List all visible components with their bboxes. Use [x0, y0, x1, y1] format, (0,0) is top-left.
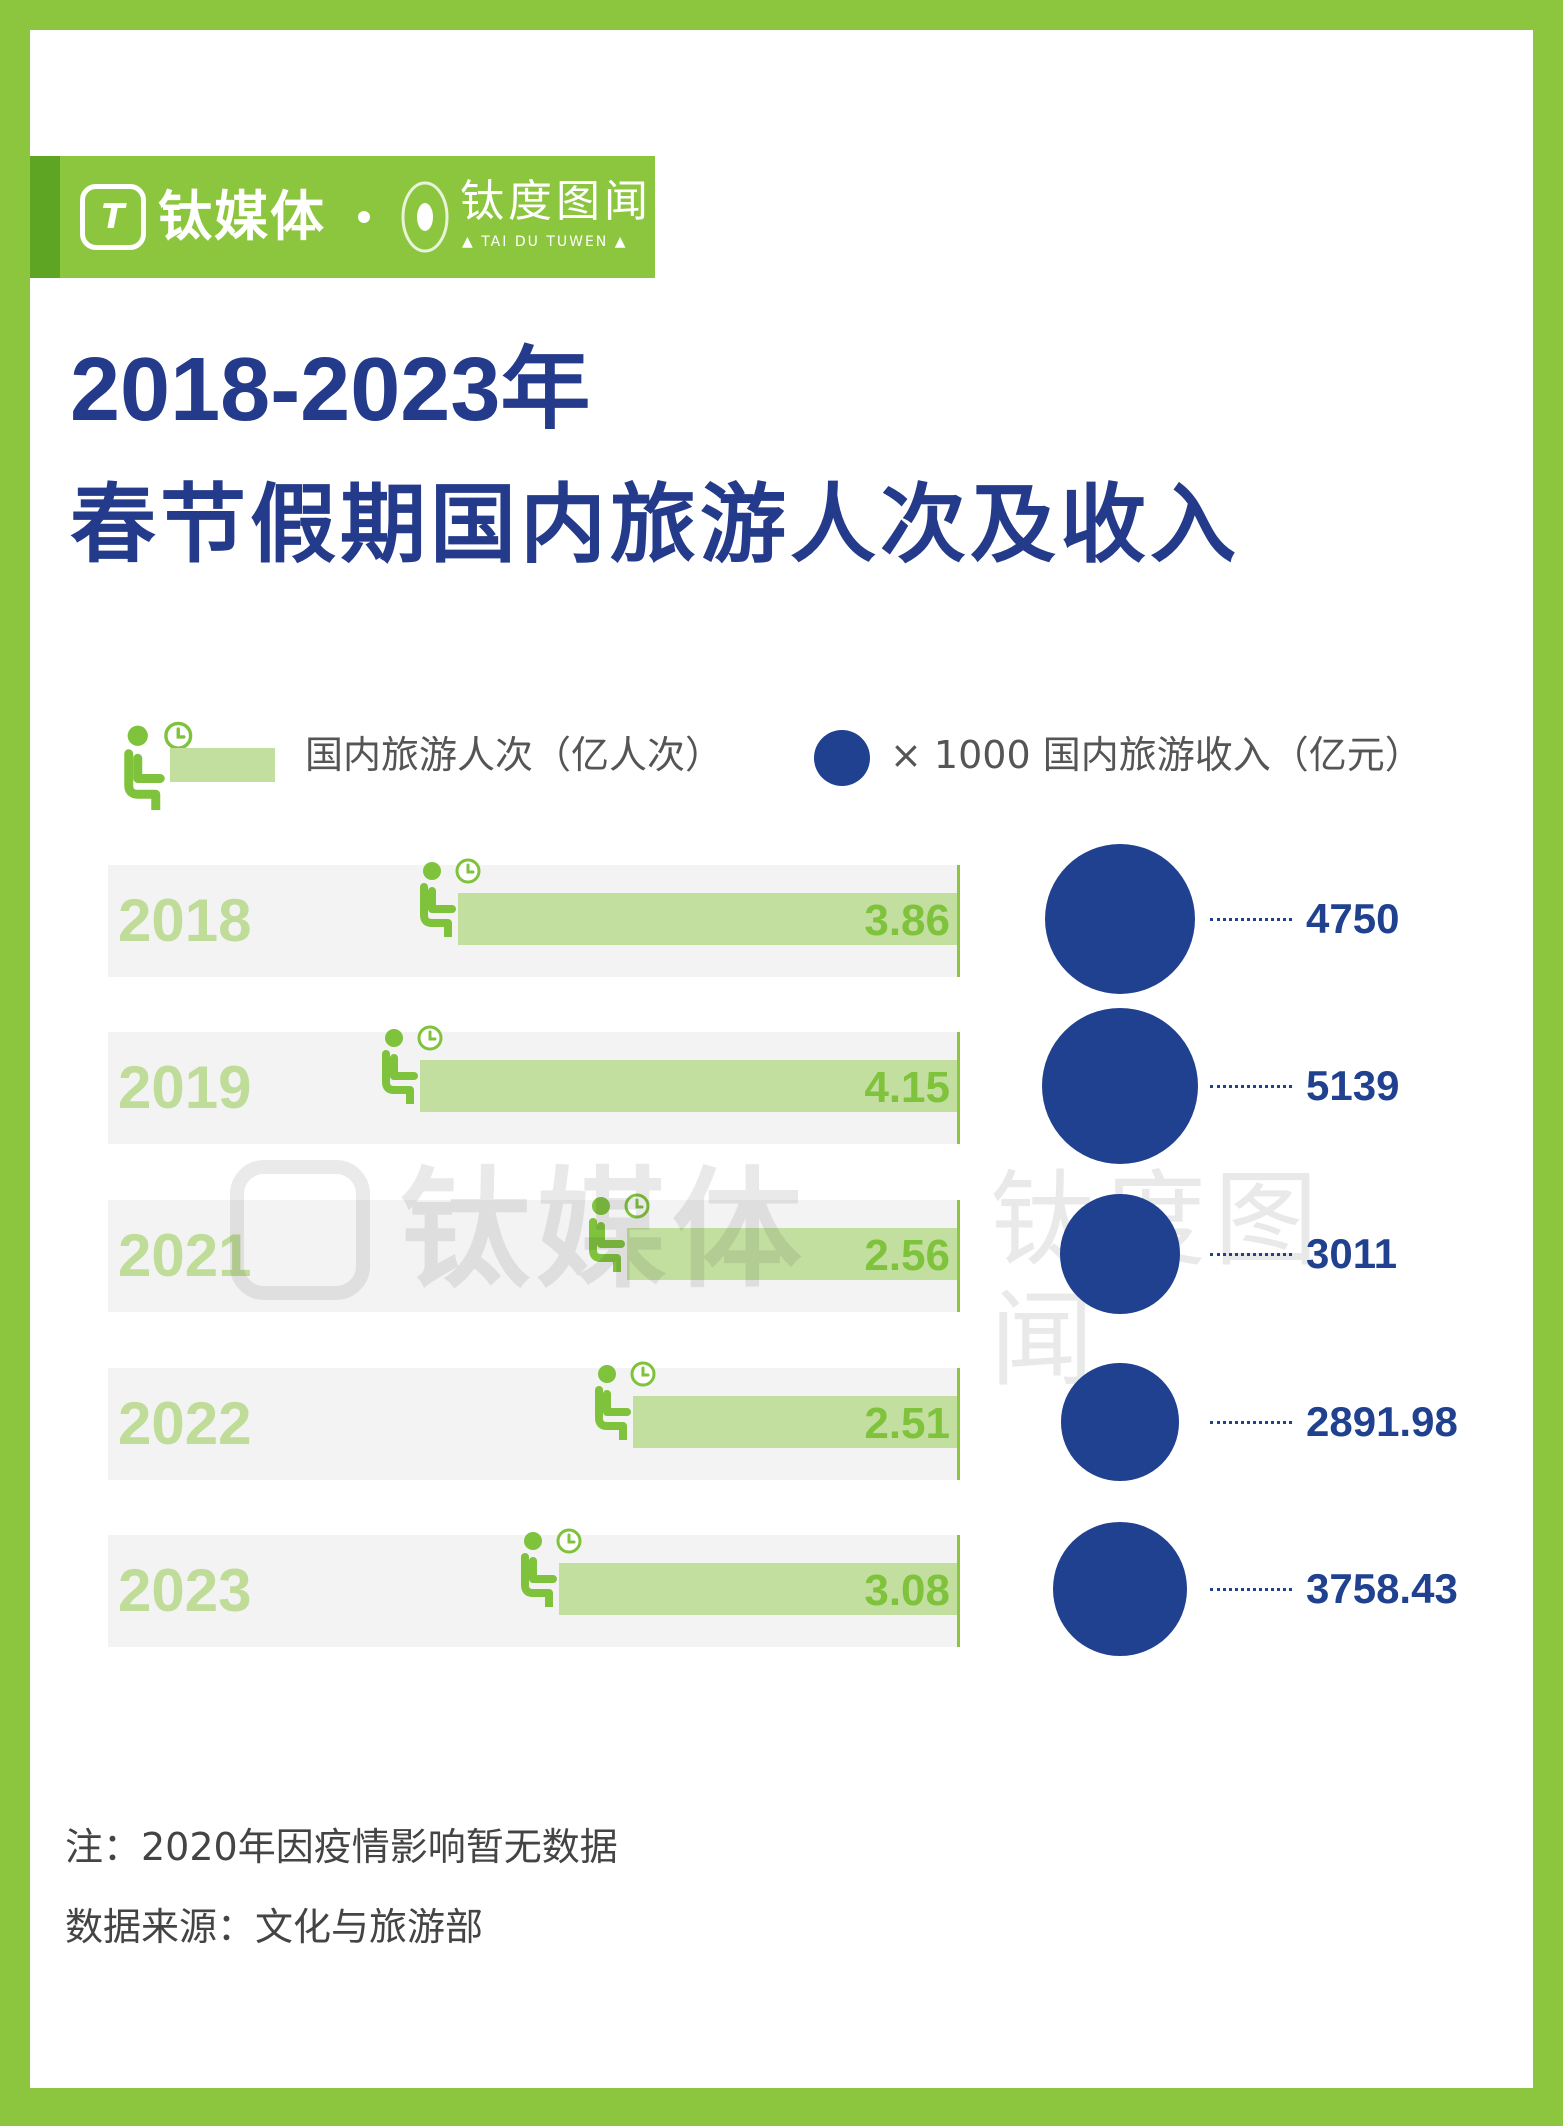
- data-source: 数据来源：文化与旅游部: [65, 1905, 484, 1949]
- chart-row-2018: 2018 3.86: [108, 858, 960, 977]
- seated-person-clock-icon: [419, 858, 481, 937]
- brand-header: T 钛媒体 钛度图闻 ▲ TAI DU TUWEN ▲: [30, 156, 655, 278]
- chart-legend: 国内旅游人次（亿人次） × 1000 国内旅游收入（亿元）: [30, 720, 1533, 810]
- revenue-value-2022: 2891.98: [1306, 1398, 1458, 1445]
- tmt-logo-icon: T: [80, 184, 146, 250]
- leader-line: [1210, 1085, 1292, 1088]
- revenue-bubble-2019: [1042, 1008, 1198, 1164]
- visitors-value-2022: 2.51: [864, 1399, 950, 1448]
- chart-row-2023: 2023 3.08: [108, 1528, 960, 1647]
- revenue-value-2021: 3011: [1306, 1230, 1398, 1277]
- bar-end-line: [957, 1032, 960, 1144]
- brand-separator-dot: [358, 211, 370, 223]
- year-label-2023: 2023: [118, 1557, 252, 1624]
- seated-person-clock-icon: [124, 721, 193, 810]
- leader-line: [1210, 918, 1292, 921]
- year-label-2018: 2018: [118, 887, 252, 954]
- bar-end-line: [957, 865, 960, 977]
- year-label-2019: 2019: [118, 1054, 252, 1121]
- revenue-value-2018: 4750: [1306, 895, 1400, 942]
- watermark-partner-name: 钛度图闻: [990, 1159, 1327, 1401]
- revenue-bubble-2021: [1060, 1194, 1180, 1314]
- seated-person-clock-icon: [382, 1025, 443, 1104]
- visitors-bar-2022: [633, 1396, 960, 1448]
- legend-visitors-label: 国内旅游人次（亿人次）: [305, 733, 724, 777]
- bar-end-line: [957, 1200, 960, 1312]
- leader-line: [1210, 1253, 1292, 1256]
- leader-line: [1210, 1588, 1292, 1591]
- logo-glyph: T: [101, 197, 125, 237]
- infographic-frame: T 钛媒体 钛度图闻 ▲ TAI DU TUWEN ▲ 2018-2023年 春…: [30, 30, 1533, 2088]
- visitors-value-2023: 3.08: [864, 1566, 950, 1615]
- chart-row-2019: 2019 4.15: [108, 1025, 960, 1144]
- taidu-eye-icon: [401, 181, 449, 253]
- seated-person-clock-icon: [588, 1193, 650, 1272]
- chart-row-2022: 2022 2.51: [108, 1361, 960, 1480]
- year-label-2022: 2022: [118, 1390, 252, 1457]
- revenue-bubble-2018: [1045, 844, 1195, 994]
- revenue-value-2019: 5139: [1306, 1062, 1400, 1109]
- legend-circle-swatch: [814, 730, 870, 786]
- visitors-bar-2023: [559, 1563, 960, 1615]
- revenue-bubble-2022: [1061, 1363, 1179, 1481]
- revenue-value-2023: 3758.43: [1306, 1565, 1458, 1612]
- visitors-value-2018: 3.86: [864, 896, 950, 945]
- chart-row-2021: 2021 2.56: [108, 1193, 960, 1312]
- visitors-value-2021: 2.56: [864, 1231, 950, 1280]
- visitors-bar-2018: [457, 893, 960, 945]
- revenue-bubble-2023: [1053, 1522, 1187, 1656]
- chart-title-line1: 2018-2023年: [70, 340, 591, 440]
- visitors-value-2019: 4.15: [864, 1063, 950, 1112]
- leader-line: [1210, 1421, 1292, 1424]
- partner-subtitle: ▲ TAI DU TUWEN ▲: [462, 234, 628, 250]
- seated-person-clock-icon: [595, 1361, 656, 1440]
- brand-bar-edge: [30, 156, 60, 278]
- chart-title-line2: 春节假期国内旅游人次及收入: [70, 477, 1240, 573]
- year-label-2021: 2021: [118, 1222, 252, 1289]
- visitors-bar-2021: [626, 1228, 960, 1280]
- partner-name: 钛度图闻: [460, 176, 652, 227]
- chart-note: 注：2020年因疫情影响暂无数据: [65, 1825, 618, 1869]
- seated-person-clock-icon: [521, 1528, 582, 1607]
- visitors-bar-2019: [420, 1060, 960, 1112]
- brand-name: 钛媒体: [158, 185, 326, 248]
- bar-end-line: [957, 1535, 960, 1647]
- legend-revenue-label: × 1000 国内旅游收入（亿元）: [890, 733, 1423, 777]
- legend-bar-swatch: [170, 748, 275, 782]
- bar-end-line: [957, 1368, 960, 1480]
